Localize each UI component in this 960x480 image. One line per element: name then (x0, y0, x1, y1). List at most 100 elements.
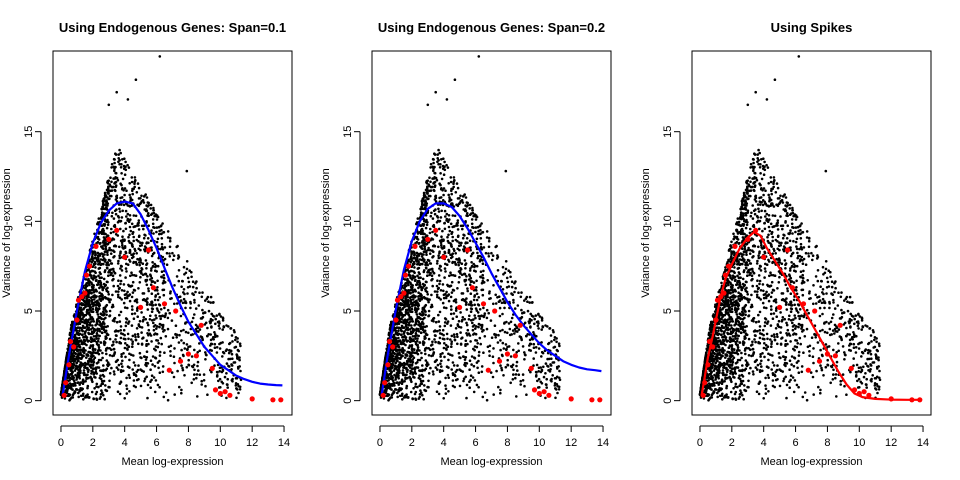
gene-point (115, 90, 118, 94)
gene-point (106, 242, 109, 246)
gene-point (91, 363, 95, 366)
gene-point (506, 280, 510, 284)
gene-point (426, 293, 430, 296)
gene-point (415, 283, 418, 287)
gene-point (410, 344, 414, 348)
gene-point (420, 298, 424, 301)
gene-point (545, 377, 548, 381)
gene-point (155, 218, 159, 221)
gene-point (108, 337, 112, 341)
gene-point (110, 166, 113, 169)
spike-point (122, 254, 128, 260)
gene-point (423, 384, 426, 387)
gene-point (517, 349, 520, 353)
gene-point (470, 218, 474, 221)
gene-point (89, 351, 92, 354)
gene-point (74, 342, 78, 346)
gene-point (112, 340, 115, 344)
gene-point (405, 384, 409, 388)
gene-point (542, 365, 545, 369)
gene-point (138, 234, 141, 238)
gene-point (475, 264, 479, 268)
gene-point (91, 367, 95, 371)
gene-point (435, 390, 439, 394)
gene-point (130, 305, 134, 308)
gene-point (408, 375, 411, 379)
gene-point (461, 236, 465, 240)
gene-point (505, 276, 509, 280)
gene-point (419, 245, 422, 248)
gene-point (141, 262, 145, 266)
gene-point (183, 347, 187, 350)
spike-point (249, 396, 255, 402)
gene-point (530, 318, 533, 322)
gene-point (137, 342, 140, 346)
gene-point (117, 153, 120, 156)
gene-point (227, 351, 231, 355)
gene-point (123, 238, 126, 241)
gene-point (450, 189, 453, 192)
gene-point (487, 239, 491, 243)
gene-point (90, 390, 94, 394)
gene-point (108, 300, 111, 304)
spike-point (66, 362, 72, 368)
gene-point (177, 269, 181, 272)
gene-point (428, 252, 432, 255)
gene-point (81, 317, 84, 321)
gene-point (213, 331, 216, 334)
gene-point (90, 283, 94, 286)
gene-point (99, 377, 103, 381)
gene-point (447, 376, 451, 380)
gene-point (494, 293, 498, 297)
gene-point (389, 354, 393, 358)
gene-point (406, 299, 410, 302)
gene-point (528, 301, 531, 304)
gene-point (112, 267, 115, 271)
gene-point (445, 163, 448, 167)
gene-point (189, 302, 192, 305)
gene-point (126, 98, 130, 101)
gene-point (118, 341, 121, 345)
gene-point (469, 378, 472, 382)
gene-point (127, 283, 130, 287)
gene-point (431, 347, 435, 351)
gene-point (135, 263, 139, 266)
gene-point (158, 371, 162, 375)
gene-point (123, 173, 127, 176)
gene-point (440, 187, 443, 190)
gene-point (429, 348, 432, 352)
gene-point (144, 259, 148, 262)
gene-point (103, 238, 106, 242)
gene-point (93, 260, 97, 264)
gene-point (405, 386, 408, 390)
gene-point (523, 384, 526, 388)
gene-point (87, 299, 91, 302)
gene-point (137, 228, 141, 231)
gene-point (169, 290, 172, 293)
gene-point (513, 307, 517, 310)
gene-point (419, 294, 422, 298)
gene-point (179, 314, 183, 318)
gene-point (452, 364, 456, 367)
gene-point (451, 235, 455, 239)
gene-point (444, 189, 447, 192)
gene-point (415, 313, 419, 316)
gene-point (106, 181, 110, 185)
gene-point (537, 370, 540, 373)
gene-point (465, 275, 468, 278)
gene-point (87, 268, 90, 272)
gene-point (554, 387, 557, 390)
gene-point (108, 385, 111, 389)
gene-point (537, 377, 541, 381)
gene-point (112, 185, 115, 189)
gene-point (110, 348, 113, 352)
gene-point (149, 207, 152, 210)
gene-point (231, 380, 234, 383)
y-tick-label: 10 (342, 215, 354, 227)
gene-point (432, 161, 435, 165)
gene-point (221, 328, 224, 331)
spike-point (71, 344, 77, 350)
gene-point (110, 305, 114, 309)
gene-point (183, 374, 186, 377)
gene-point (494, 336, 498, 339)
